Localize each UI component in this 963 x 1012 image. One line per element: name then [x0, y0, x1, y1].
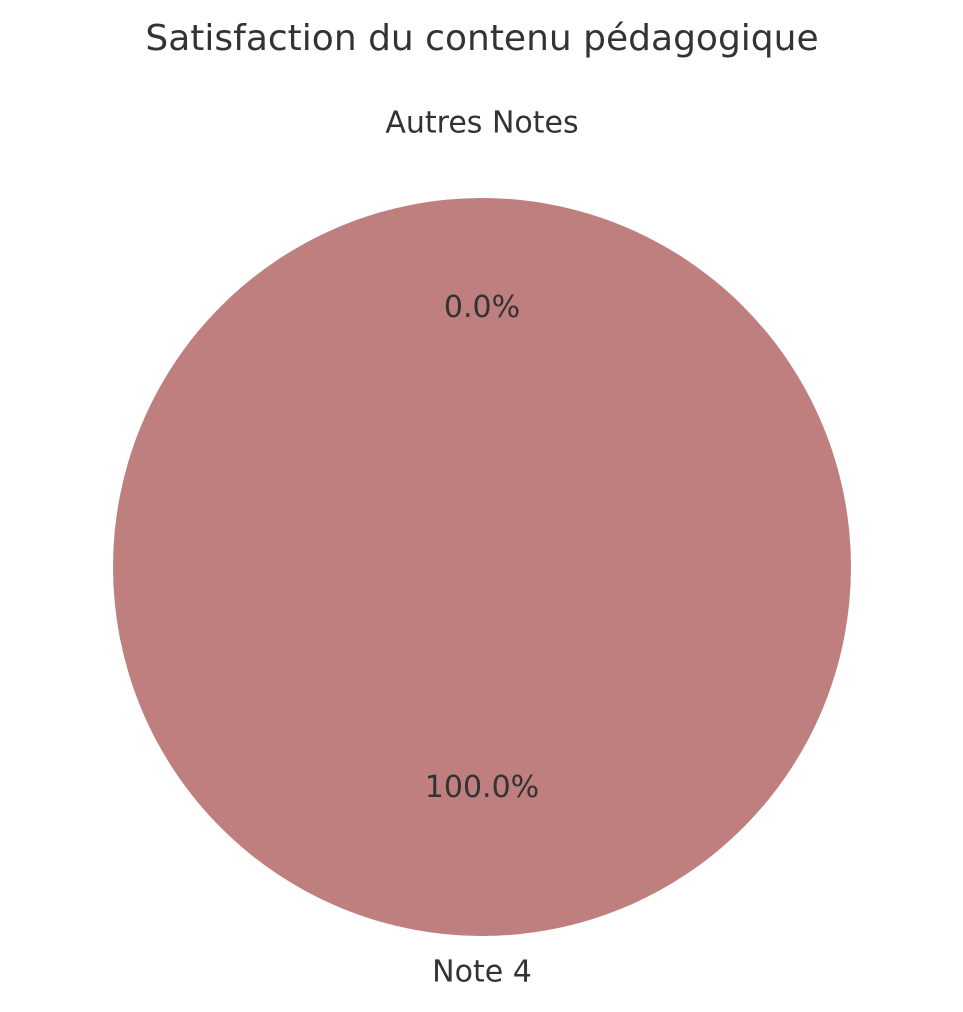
chart-title: Satisfaction du contenu pédagogique — [145, 18, 818, 59]
value-label: 100.0% — [425, 770, 539, 805]
pie-slice — [113, 198, 851, 936]
category-label: Note 4 — [432, 954, 532, 989]
category-label: Autres Notes — [385, 106, 578, 141]
value-label: 0.0% — [444, 290, 520, 325]
